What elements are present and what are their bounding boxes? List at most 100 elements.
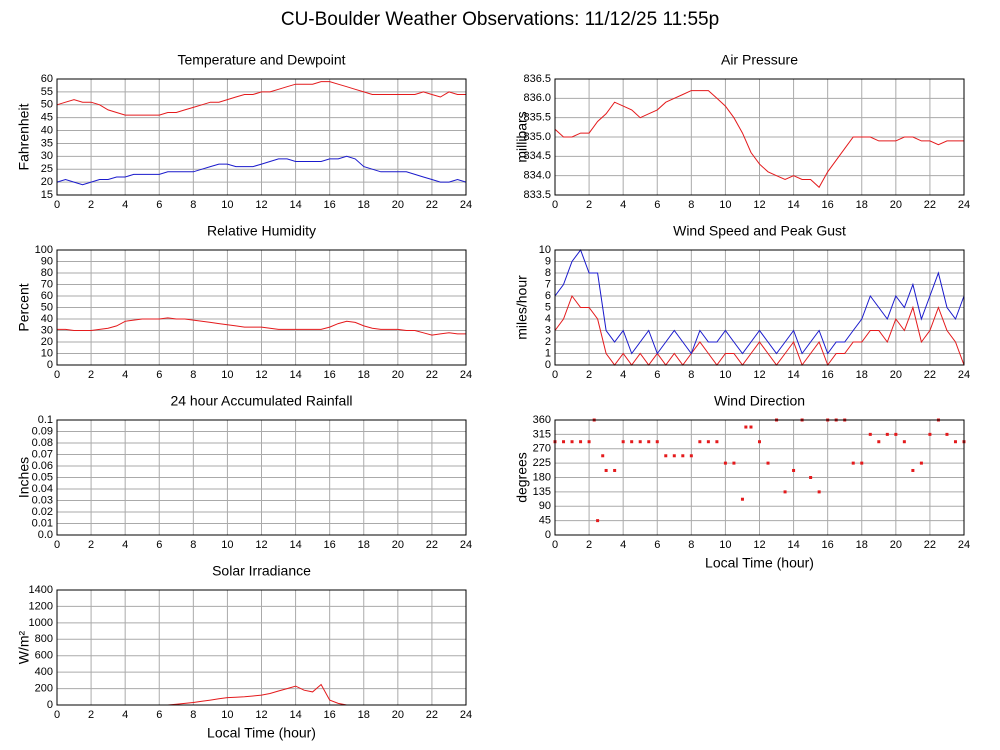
y-tick-label: 1 [545,347,551,359]
data-line [56,81,466,116]
data-point [894,432,898,436]
data-point [732,461,736,465]
y-tick-label: 25 [41,163,53,175]
x-tick-label: 18 [856,369,868,381]
x-tick-label: 18 [358,199,370,211]
plot-frame [554,78,965,196]
x-tick-label: 16 [822,199,834,211]
x-tick-label: 2 [88,539,94,551]
y-axis-label: Percent [16,283,32,331]
x-tick-label: 22 [924,539,936,551]
x-tick-label: 12 [753,369,765,381]
y-tick-label: 45 [539,515,551,527]
y-tick-label: 2 [545,336,551,348]
x-tick-label: 10 [221,709,233,721]
x-tick-label: 24 [460,199,472,211]
y-tick-label: 20 [41,176,53,188]
x-tick-label: 22 [924,199,936,211]
data-point [613,468,617,472]
x-tick-label: 12 [255,369,267,381]
data-point [749,425,753,429]
x-tick-label: 10 [221,539,233,551]
x-tick-label: 2 [88,369,94,381]
x-tick-label: 20 [392,709,404,721]
y-tick-label: 0.1 [38,414,53,426]
y-tick-label: 360 [533,414,551,426]
data-point [868,432,872,436]
x-tick-label: 16 [822,369,834,381]
y-tick-label: 10 [41,347,53,359]
y-tick-label: 1200 [29,600,53,612]
data-point [689,454,693,458]
y-tick-label: 270 [533,443,551,455]
y-tick-label: 180 [533,471,551,483]
x-tick-label: 4 [620,199,626,211]
x-tick-label: 6 [654,369,660,381]
x-tick-label: 22 [426,369,438,381]
plot-frame [554,249,965,366]
x-tick-label: 6 [156,369,162,381]
x-tick-label: 20 [890,369,902,381]
x-tick-label: 0 [552,539,558,551]
panel-title: Wind Speed and Peak Gust [673,223,846,239]
x-tick-label: 12 [753,539,765,551]
x-tick-label: 8 [190,709,196,721]
plot-frame [56,249,467,366]
y-tick-label: 50 [41,99,53,111]
x-tick-label: 14 [289,369,301,381]
y-tick-label: 836.0 [523,92,551,104]
y-tick-label: 0.03 [32,494,53,506]
x-tick-label: 10 [221,199,233,211]
y-tick-label: 40 [41,124,53,136]
plot-frame [56,589,467,706]
data-line [56,155,467,186]
y-axis-label: Fahrenheit [16,103,32,170]
x-tick-label: 2 [586,539,592,551]
x-tick-label: 0 [54,709,60,721]
y-tick-label: 0.04 [32,483,53,495]
y-axis-label: Inches [16,457,32,498]
y-tick-label: 0 [47,699,53,711]
x-tick-label: 8 [688,539,694,551]
x-tick-label: 10 [719,539,731,551]
y-axis-label: millibars [514,111,530,162]
y-tick-label: 9 [545,255,551,267]
y-tick-label: 1000 [29,617,53,629]
y-tick-label: 0.08 [32,437,53,449]
y-tick-label: 225 [533,457,551,469]
x-tick-label: 2 [88,199,94,211]
data-point [570,440,574,444]
y-tick-label: 836.5 [523,73,551,85]
x-tick-label: 22 [426,539,438,551]
y-tick-label: 60 [41,290,53,302]
x-tick-label: 16 [324,539,336,551]
y-tick-label: 20 [41,336,53,348]
y-tick-label: 60 [41,73,53,85]
data-point [621,440,625,444]
y-tick-label: 0.06 [32,460,53,472]
y-tick-label: 30 [41,324,53,336]
x-tick-label: 24 [958,199,970,211]
y-axis-label: W/m² [16,630,32,664]
y-tick-label: 15 [41,189,53,201]
x-tick-label: 20 [392,539,404,551]
x-tick-label: 16 [324,369,336,381]
data-point [902,440,906,444]
y-tick-label: 400 [35,666,53,678]
y-tick-label: 835.5 [523,112,551,124]
x-tick-label: 4 [122,709,128,721]
data-point [715,440,719,444]
x-tick-label: 0 [54,369,60,381]
y-tick-label: 0 [47,359,53,371]
panel-title: 24 hour Accumulated Rainfall [170,393,352,409]
y-tick-label: 800 [35,633,53,645]
data-point [792,468,796,472]
x-tick-label: 2 [586,369,592,381]
x-tick-label: 22 [426,709,438,721]
data-point [647,440,651,444]
x-tick-label: 18 [358,539,370,551]
x-tick-label: 6 [156,709,162,721]
y-tick-label: 3 [545,324,551,336]
x-tick-label: 24 [460,369,472,381]
